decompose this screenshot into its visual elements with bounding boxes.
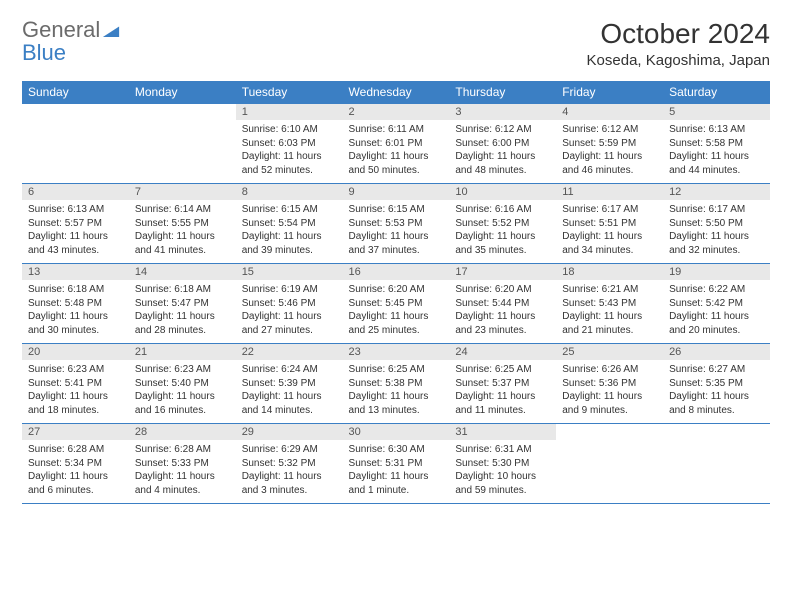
day-number: 25 bbox=[556, 344, 663, 361]
day-cell: Sunrise: 6:15 AMSunset: 5:54 PMDaylight:… bbox=[236, 200, 343, 264]
day-number: 19 bbox=[663, 264, 770, 281]
day-cell bbox=[129, 120, 236, 184]
day-number: 23 bbox=[343, 344, 450, 361]
weekday-header: Wednesday bbox=[343, 81, 450, 104]
day-number: 22 bbox=[236, 344, 343, 361]
day-number bbox=[663, 424, 770, 441]
day-cell: Sunrise: 6:17 AMSunset: 5:51 PMDaylight:… bbox=[556, 200, 663, 264]
day-number: 3 bbox=[449, 104, 556, 121]
day-cell: Sunrise: 6:14 AMSunset: 5:55 PMDaylight:… bbox=[129, 200, 236, 264]
day-cell: Sunrise: 6:10 AMSunset: 6:03 PMDaylight:… bbox=[236, 120, 343, 184]
day-number bbox=[556, 424, 663, 441]
day-number-row: 12345 bbox=[22, 104, 770, 121]
day-cell: Sunrise: 6:17 AMSunset: 5:50 PMDaylight:… bbox=[663, 200, 770, 264]
day-cell: Sunrise: 6:23 AMSunset: 5:40 PMDaylight:… bbox=[129, 360, 236, 424]
day-number: 9 bbox=[343, 184, 450, 201]
day-number-row: 20212223242526 bbox=[22, 344, 770, 361]
day-cell: Sunrise: 6:28 AMSunset: 5:34 PMDaylight:… bbox=[22, 440, 129, 503]
day-number: 28 bbox=[129, 424, 236, 441]
day-number: 30 bbox=[343, 424, 450, 441]
day-cell: Sunrise: 6:12 AMSunset: 6:00 PMDaylight:… bbox=[449, 120, 556, 184]
day-cell: Sunrise: 6:31 AMSunset: 5:30 PMDaylight:… bbox=[449, 440, 556, 503]
day-cell: Sunrise: 6:15 AMSunset: 5:53 PMDaylight:… bbox=[343, 200, 450, 264]
day-number-row: 6789101112 bbox=[22, 184, 770, 201]
day-number: 27 bbox=[22, 424, 129, 441]
day-cell: Sunrise: 6:27 AMSunset: 5:35 PMDaylight:… bbox=[663, 360, 770, 424]
day-content-row: Sunrise: 6:18 AMSunset: 5:48 PMDaylight:… bbox=[22, 280, 770, 344]
day-content-row: Sunrise: 6:13 AMSunset: 5:57 PMDaylight:… bbox=[22, 200, 770, 264]
weekday-header: Monday bbox=[129, 81, 236, 104]
day-cell: Sunrise: 6:12 AMSunset: 5:59 PMDaylight:… bbox=[556, 120, 663, 184]
location: Koseda, Kagoshima, Japan bbox=[587, 52, 770, 69]
day-number: 8 bbox=[236, 184, 343, 201]
day-number: 20 bbox=[22, 344, 129, 361]
day-cell: Sunrise: 6:13 AMSunset: 5:57 PMDaylight:… bbox=[22, 200, 129, 264]
month-title: October 2024 bbox=[587, 18, 770, 50]
day-cell: Sunrise: 6:21 AMSunset: 5:43 PMDaylight:… bbox=[556, 280, 663, 344]
day-number: 29 bbox=[236, 424, 343, 441]
day-number: 13 bbox=[22, 264, 129, 281]
calendar-table: Sunday Monday Tuesday Wednesday Thursday… bbox=[22, 81, 770, 504]
day-number: 12 bbox=[663, 184, 770, 201]
day-cell: Sunrise: 6:22 AMSunset: 5:42 PMDaylight:… bbox=[663, 280, 770, 344]
day-cell: Sunrise: 6:23 AMSunset: 5:41 PMDaylight:… bbox=[22, 360, 129, 424]
weekday-header: Thursday bbox=[449, 81, 556, 104]
day-number: 5 bbox=[663, 104, 770, 121]
day-number: 24 bbox=[449, 344, 556, 361]
weekday-header: Tuesday bbox=[236, 81, 343, 104]
day-cell: Sunrise: 6:30 AMSunset: 5:31 PMDaylight:… bbox=[343, 440, 450, 503]
day-cell: Sunrise: 6:18 AMSunset: 5:47 PMDaylight:… bbox=[129, 280, 236, 344]
day-content-row: Sunrise: 6:10 AMSunset: 6:03 PMDaylight:… bbox=[22, 120, 770, 184]
day-number bbox=[129, 104, 236, 121]
weekday-header-row: Sunday Monday Tuesday Wednesday Thursday… bbox=[22, 81, 770, 104]
header: GeneralBlue October 2024 Koseda, Kagoshi… bbox=[22, 18, 770, 69]
weekday-header: Saturday bbox=[663, 81, 770, 104]
day-number: 1 bbox=[236, 104, 343, 121]
day-cell: Sunrise: 6:25 AMSunset: 5:38 PMDaylight:… bbox=[343, 360, 450, 424]
day-content-row: Sunrise: 6:28 AMSunset: 5:34 PMDaylight:… bbox=[22, 440, 770, 503]
day-number: 7 bbox=[129, 184, 236, 201]
day-cell: Sunrise: 6:20 AMSunset: 5:45 PMDaylight:… bbox=[343, 280, 450, 344]
day-number: 21 bbox=[129, 344, 236, 361]
day-cell: Sunrise: 6:18 AMSunset: 5:48 PMDaylight:… bbox=[22, 280, 129, 344]
day-number: 16 bbox=[343, 264, 450, 281]
day-content-row: Sunrise: 6:23 AMSunset: 5:41 PMDaylight:… bbox=[22, 360, 770, 424]
day-cell bbox=[663, 440, 770, 503]
day-number: 31 bbox=[449, 424, 556, 441]
logo-text-blue: Blue bbox=[22, 40, 66, 65]
day-cell: Sunrise: 6:20 AMSunset: 5:44 PMDaylight:… bbox=[449, 280, 556, 344]
title-block: October 2024 Koseda, Kagoshima, Japan bbox=[587, 18, 770, 69]
weekday-header: Friday bbox=[556, 81, 663, 104]
day-cell: Sunrise: 6:13 AMSunset: 5:58 PMDaylight:… bbox=[663, 120, 770, 184]
weekday-header: Sunday bbox=[22, 81, 129, 104]
day-number: 4 bbox=[556, 104, 663, 121]
logo-triangle-icon bbox=[102, 18, 120, 41]
day-cell: Sunrise: 6:11 AMSunset: 6:01 PMDaylight:… bbox=[343, 120, 450, 184]
day-cell bbox=[22, 120, 129, 184]
day-number bbox=[22, 104, 129, 121]
day-cell: Sunrise: 6:29 AMSunset: 5:32 PMDaylight:… bbox=[236, 440, 343, 503]
day-number: 17 bbox=[449, 264, 556, 281]
logo: GeneralBlue bbox=[22, 18, 120, 64]
day-number: 15 bbox=[236, 264, 343, 281]
day-number-row: 2728293031 bbox=[22, 424, 770, 441]
day-cell: Sunrise: 6:24 AMSunset: 5:39 PMDaylight:… bbox=[236, 360, 343, 424]
logo-text-general: General bbox=[22, 17, 100, 42]
day-number: 11 bbox=[556, 184, 663, 201]
day-cell: Sunrise: 6:16 AMSunset: 5:52 PMDaylight:… bbox=[449, 200, 556, 264]
day-number: 18 bbox=[556, 264, 663, 281]
day-number: 6 bbox=[22, 184, 129, 201]
day-cell: Sunrise: 6:25 AMSunset: 5:37 PMDaylight:… bbox=[449, 360, 556, 424]
day-number: 2 bbox=[343, 104, 450, 121]
day-number: 10 bbox=[449, 184, 556, 201]
day-number: 14 bbox=[129, 264, 236, 281]
day-cell: Sunrise: 6:28 AMSunset: 5:33 PMDaylight:… bbox=[129, 440, 236, 503]
day-cell: Sunrise: 6:26 AMSunset: 5:36 PMDaylight:… bbox=[556, 360, 663, 424]
day-number: 26 bbox=[663, 344, 770, 361]
day-cell bbox=[556, 440, 663, 503]
day-number-row: 13141516171819 bbox=[22, 264, 770, 281]
day-cell: Sunrise: 6:19 AMSunset: 5:46 PMDaylight:… bbox=[236, 280, 343, 344]
